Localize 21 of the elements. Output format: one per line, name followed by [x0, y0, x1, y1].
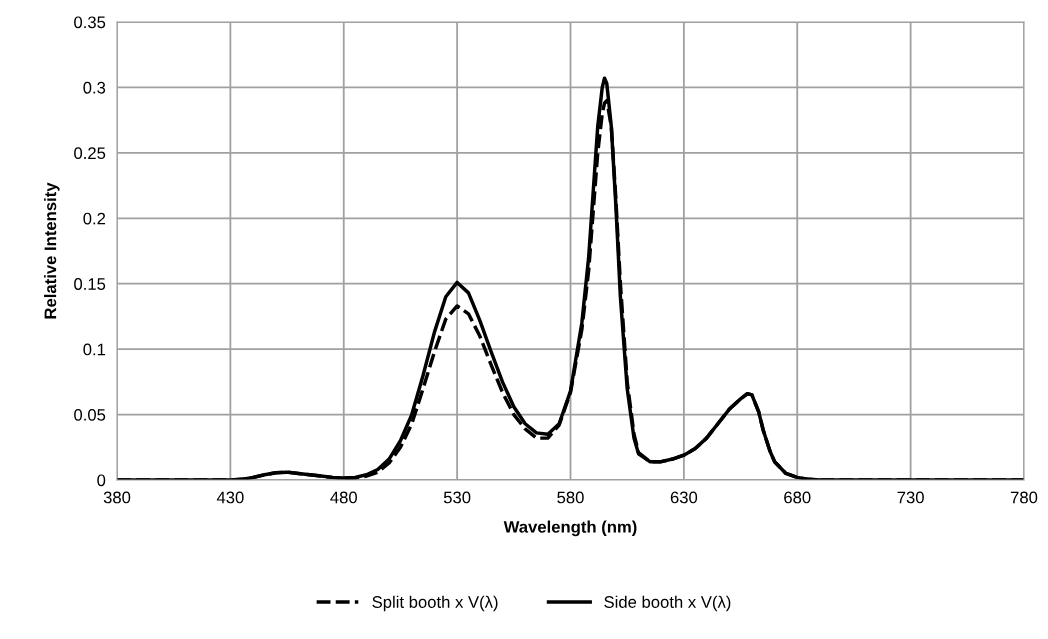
y-tick-label: 0.3 — [83, 81, 106, 94]
legend-label: Side booth x V(λ) — [604, 595, 731, 612]
x-tick-label: 630 — [670, 491, 698, 504]
y-tick-label: 0 — [97, 474, 106, 487]
y-tick-label: 0.05 — [74, 408, 106, 421]
y-axis-title: Relative Intensity — [44, 182, 60, 319]
y-tick-label: 0.1 — [83, 343, 106, 356]
x-tick-label: 780 — [1010, 491, 1038, 504]
x-tick-label: 380 — [103, 491, 131, 504]
y-tick-label: 0.35 — [74, 16, 106, 29]
y-tick-label: 0.15 — [74, 278, 106, 290]
y-tick-label: 0.25 — [74, 147, 106, 160]
y-tick-label: 0.2 — [83, 212, 106, 225]
x-tick-label: 680 — [784, 491, 811, 504]
x-tick-label: 730 — [897, 491, 924, 504]
x-tick-label: 580 — [557, 491, 584, 504]
legend-label: Split booth x V(λ) — [372, 595, 498, 612]
x-tick-label: 530 — [443, 491, 471, 504]
x-tick-label: 430 — [216, 491, 244, 504]
x-tick-label: 480 — [330, 491, 357, 504]
x-axis-title: Wavelength (nm) — [503, 520, 637, 537]
